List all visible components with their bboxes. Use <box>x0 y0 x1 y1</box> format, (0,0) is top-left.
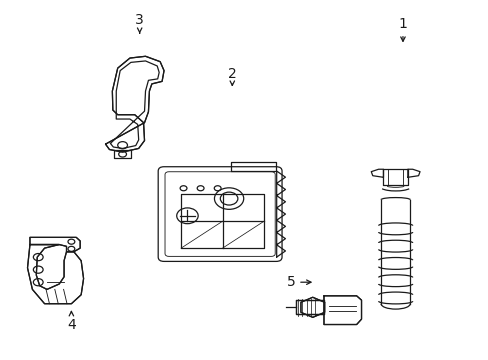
Text: 3: 3 <box>135 13 144 33</box>
FancyBboxPatch shape <box>164 172 275 256</box>
Polygon shape <box>27 244 83 304</box>
Text: 1: 1 <box>398 17 407 41</box>
FancyBboxPatch shape <box>158 167 282 261</box>
Text: 5: 5 <box>286 275 310 289</box>
Text: 2: 2 <box>227 67 236 85</box>
Polygon shape <box>30 237 80 252</box>
Polygon shape <box>295 300 324 315</box>
Polygon shape <box>105 56 163 152</box>
Polygon shape <box>300 297 324 318</box>
Text: 4: 4 <box>67 311 76 332</box>
Polygon shape <box>324 296 361 324</box>
